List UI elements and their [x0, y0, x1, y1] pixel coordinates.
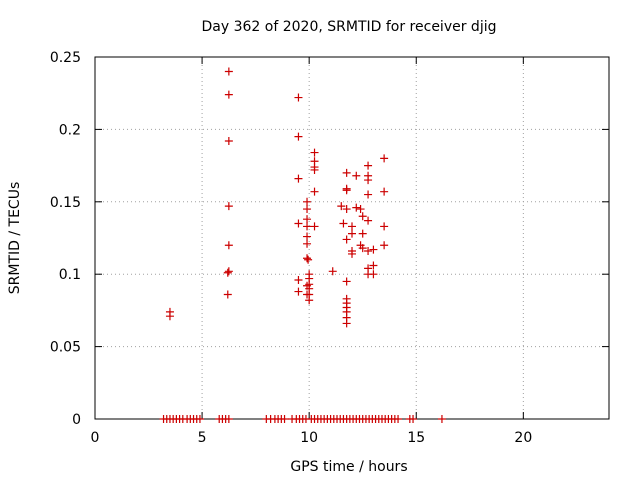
data-point	[224, 90, 233, 99]
data-point	[303, 215, 312, 224]
x-axis-ticks: 0 5 10 15 20	[91, 57, 532, 446]
data-point	[364, 247, 373, 256]
y-tick-label: 0	[72, 412, 81, 428]
data-point	[195, 415, 204, 423]
grid-lines	[95, 57, 609, 419]
data-point	[437, 415, 446, 423]
data-point	[364, 216, 373, 225]
data-point	[356, 205, 365, 214]
data-point	[310, 148, 319, 157]
data-point	[303, 281, 312, 290]
data-point	[358, 229, 367, 238]
data-point	[358, 212, 367, 221]
x-tick-label: 15	[407, 430, 425, 446]
data-point	[364, 176, 373, 185]
data-point	[380, 241, 389, 250]
data-point	[380, 187, 389, 196]
data-point	[364, 190, 373, 199]
data-point	[310, 187, 319, 196]
data-point	[337, 202, 346, 211]
y-tick-label: 0.25	[50, 50, 81, 66]
plot-frame	[94, 56, 610, 420]
data-point	[303, 222, 312, 231]
data-point	[394, 415, 403, 423]
y-tick-label: 0.2	[59, 122, 81, 138]
data-point	[369, 245, 378, 254]
data-point	[294, 174, 303, 183]
data-point	[380, 222, 389, 231]
data-point	[303, 197, 312, 206]
y-tick-label: 0.05	[50, 340, 81, 356]
data-point	[303, 232, 312, 241]
data-point	[342, 186, 351, 195]
data-point	[356, 241, 365, 250]
data-point	[348, 229, 356, 238]
data-point	[303, 205, 312, 214]
data-point	[224, 202, 233, 211]
data-point	[224, 136, 233, 145]
data-point	[342, 205, 351, 214]
data-point	[310, 222, 319, 231]
data-point	[328, 267, 337, 276]
data-point	[352, 203, 361, 212]
data-point	[294, 219, 303, 228]
data-point	[342, 168, 351, 177]
data-point	[310, 165, 319, 174]
data-point	[304, 255, 313, 264]
data-point	[369, 261, 378, 270]
data-point	[348, 249, 356, 258]
data-point	[342, 235, 351, 244]
data-point	[409, 415, 418, 423]
data-point	[348, 222, 356, 231]
x-tick-label: 5	[198, 430, 207, 446]
data-point	[305, 296, 314, 305]
y-tick-label: 0.1	[59, 267, 81, 283]
x-axis-label: GPS time / hours	[290, 459, 407, 475]
y-axis-label: SRMTID / TECUs	[7, 182, 23, 295]
x-tick-label: 20	[514, 430, 532, 446]
data-point	[303, 254, 312, 263]
data-point	[294, 93, 303, 102]
data-point	[224, 267, 233, 276]
data-point	[224, 415, 233, 423]
data-point	[303, 239, 312, 248]
data-point	[303, 290, 312, 299]
data-point	[224, 241, 233, 250]
data-point	[352, 171, 361, 180]
x-tick-label: 10	[300, 430, 318, 446]
data-point	[224, 67, 233, 76]
data-point	[223, 268, 232, 277]
data-point	[339, 219, 348, 228]
data-point	[342, 319, 351, 328]
x-tick-label: 0	[91, 430, 100, 446]
data-point	[380, 154, 389, 163]
y-tick-label: 0.15	[50, 195, 81, 211]
data-point	[223, 290, 232, 299]
data-point	[369, 270, 378, 279]
data-point	[294, 132, 303, 141]
data-point	[342, 277, 351, 286]
data-point	[294, 275, 303, 284]
y-axis-ticks: 0 0.05 0.1 0.15 0.2 0.25	[50, 50, 609, 428]
data-point	[165, 312, 174, 321]
data-point	[364, 161, 373, 170]
data-point	[294, 287, 303, 296]
chart-title: Day 362 of 2020, SRMTID for receiver dji…	[202, 19, 497, 35]
data-point	[280, 415, 289, 423]
data-points	[159, 67, 446, 423]
